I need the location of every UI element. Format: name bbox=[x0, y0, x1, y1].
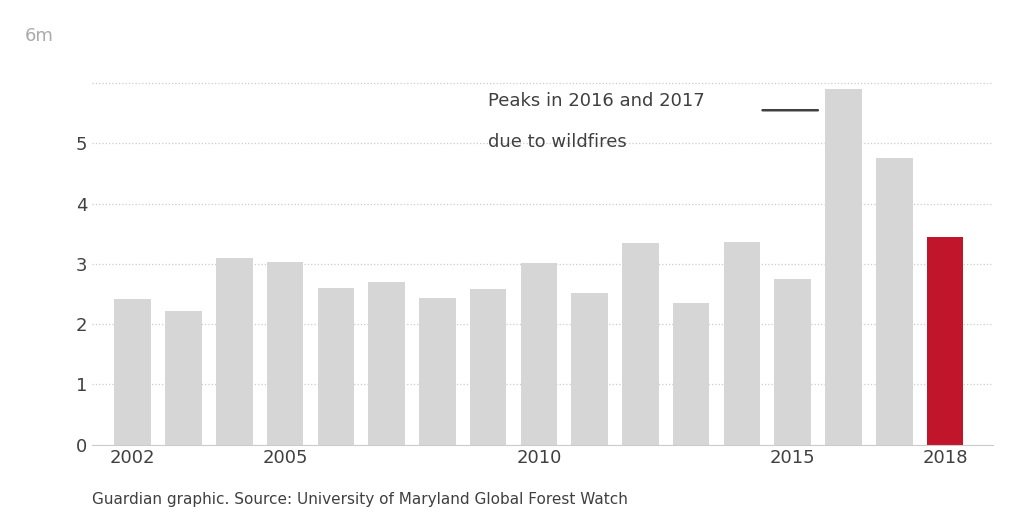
Bar bbox=[369, 282, 404, 445]
Bar bbox=[673, 303, 710, 445]
Text: due to wildfires: due to wildfires bbox=[488, 133, 627, 151]
Text: Peaks in 2016 and 2017: Peaks in 2016 and 2017 bbox=[488, 92, 705, 110]
Text: Guardian graphic. Source: University of Maryland Global Forest Watch: Guardian graphic. Source: University of … bbox=[92, 492, 628, 507]
Bar bbox=[267, 262, 303, 445]
Bar bbox=[317, 288, 354, 445]
Bar bbox=[419, 298, 456, 445]
Bar bbox=[165, 311, 202, 445]
Bar bbox=[623, 243, 658, 445]
Bar bbox=[571, 293, 608, 445]
Bar bbox=[216, 258, 253, 445]
Bar bbox=[825, 89, 862, 445]
Text: 6m: 6m bbox=[25, 27, 53, 45]
Bar bbox=[724, 242, 760, 445]
Bar bbox=[876, 158, 912, 445]
Bar bbox=[115, 299, 152, 445]
Bar bbox=[927, 237, 964, 445]
Bar bbox=[774, 279, 811, 445]
Bar bbox=[520, 263, 557, 445]
Bar bbox=[470, 289, 507, 445]
